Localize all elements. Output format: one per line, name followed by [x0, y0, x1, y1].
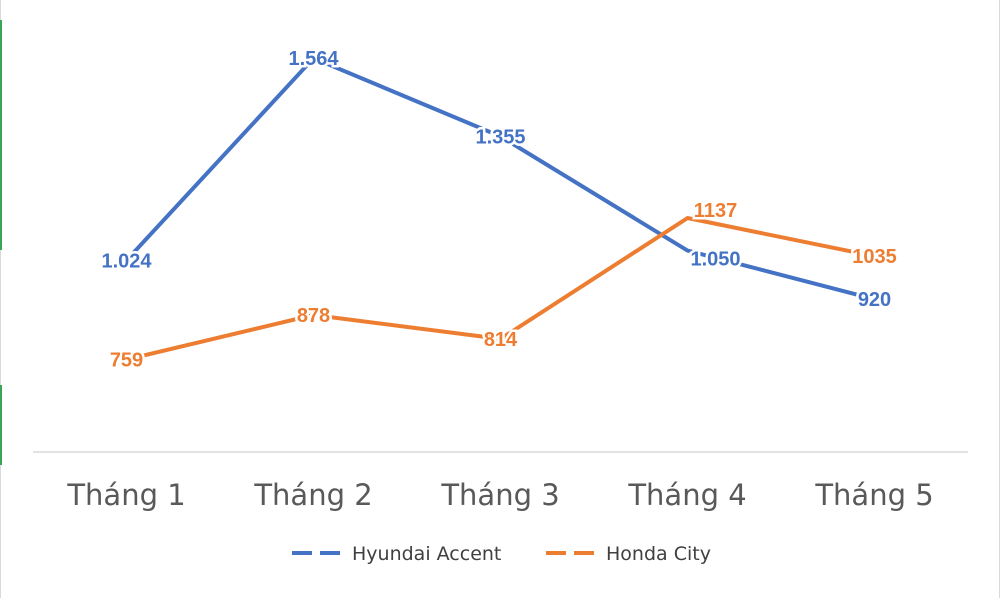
data-label-hyundai-accent: 1.564 — [288, 48, 339, 70]
legend: Hyundai Accent Honda City — [292, 543, 711, 565]
data-label-hyundai-accent: 1.024 — [101, 250, 152, 272]
legend-item-hyundai-accent: Hyundai Accent — [292, 543, 501, 565]
category-label: Tháng 5 — [814, 478, 933, 512]
data-label-honda-city: 759 — [110, 350, 143, 372]
category-label: Tháng 2 — [253, 478, 372, 512]
series-line-hyundai-accent — [125, 56, 876, 302]
data-label-honda-city: 1035 — [852, 246, 897, 268]
category-axis: Tháng 1 Tháng 2 Tháng 3 Tháng 4 Tháng 5 — [66, 478, 933, 512]
data-label-hyundai-accent: 1.050 — [690, 249, 740, 271]
data-label-hyundai-accent: 1.355 — [475, 126, 525, 148]
data-label-hyundai-accent: 920 — [858, 289, 891, 311]
category-label: Tháng 1 — [66, 478, 185, 512]
data-label-honda-city: 814 — [484, 329, 518, 351]
category-label: Tháng 4 — [627, 478, 746, 512]
series-line-honda-city — [126, 216, 875, 362]
series-layer: 1.024 1.564 1.355 1.050 920 759 878 814 1137 1035 — [99, 46, 899, 374]
data-label-honda-city: 1137 — [694, 200, 737, 222]
legend-label-hyundai-accent: Hyundai Accent — [352, 543, 501, 565]
legend-item-honda-city: Honda City — [546, 543, 711, 565]
spreadsheet-edge-marker — [0, 20, 2, 250]
spreadsheet-edge-marker — [0, 385, 2, 465]
data-label-honda-city: 878 — [297, 305, 330, 327]
legend-label-honda-city: Honda City — [606, 543, 711, 565]
category-label: Tháng 3 — [440, 478, 559, 512]
